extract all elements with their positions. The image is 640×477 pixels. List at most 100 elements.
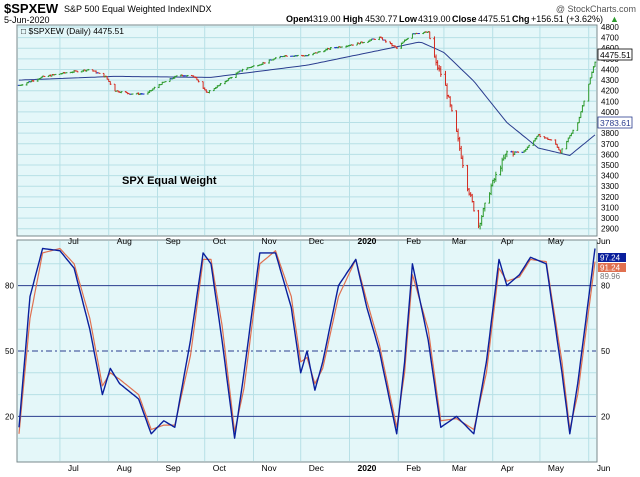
ohlc-bar: [527, 144, 531, 148]
ohlc-bar: [538, 133, 542, 138]
ohlc-bar: [373, 38, 376, 40]
ma-price-tag-text: 3783.61: [600, 118, 631, 128]
price-panel: 2900300031003200330034003500360037003800…: [16, 23, 633, 237]
x-tick-label: Sep: [165, 236, 180, 246]
x-tick-label: Dec: [309, 463, 325, 473]
ohlc-bar: [142, 93, 145, 95]
x-tick-label: Jul: [68, 236, 79, 246]
ohlc-bar: [329, 47, 332, 50]
x-tick-label: May: [548, 236, 565, 246]
x-tick-label: Oct: [213, 463, 227, 473]
ohlc-bar: [252, 65, 255, 67]
ohlc-bar: [516, 151, 520, 153]
ohlc-bar: [351, 44, 354, 46]
x-tick-label: Aug: [117, 463, 132, 473]
ohlc-bar: [186, 74, 189, 77]
price-y-tick: 3000: [601, 214, 619, 223]
x-tick-label: Feb: [406, 463, 421, 473]
price-y-tick: 3700: [601, 140, 619, 149]
x-tick-label: Apr: [501, 463, 514, 473]
ohlc-bar: [76, 70, 79, 73]
price-y-tick: 4800: [601, 23, 619, 32]
ohlc-bar: [560, 148, 564, 154]
osc-y-tick-right: 80: [601, 282, 610, 291]
chg-value: +156.51 (+3.62%): [531, 14, 603, 24]
ohlc-bar: [53, 73, 57, 76]
low-value: 4319.00: [418, 14, 451, 24]
ohlc-bar: [87, 68, 90, 71]
price-y-tick: 3300: [601, 182, 619, 191]
ohlc-bar: [549, 139, 553, 141]
ohlc-bar: [31, 79, 35, 82]
close-value: 4475.51: [478, 14, 511, 24]
x-tick-label: Jun: [597, 236, 611, 246]
price-y-tick: 3200: [601, 193, 619, 202]
x-tick-label: Jul: [68, 463, 79, 473]
ohlc-bar: [219, 83, 222, 86]
ohlc-bar: [461, 155, 465, 168]
osc-tag-third: 89.96: [600, 272, 621, 281]
x-tick-label: Dec: [309, 236, 325, 246]
ma-line: [18, 41, 596, 156]
symbol-title: $SPXEW: [4, 1, 59, 16]
osc-y-tick-left: 20: [5, 412, 14, 421]
close-label: Close: [452, 14, 477, 24]
price-gridlines: [18, 26, 596, 235]
osc-y-tick-right: 50: [601, 347, 610, 356]
low-label: Low: [399, 14, 418, 24]
price-y-tick: 3500: [601, 161, 619, 170]
price-panel-bg: [16, 24, 598, 237]
osc-tags: 97.24 91.24 89.96: [598, 253, 626, 281]
price-y-tick: 4200: [601, 87, 619, 96]
price-y-tick: 3800: [601, 129, 619, 138]
ohlc-bar: [153, 86, 156, 90]
watermark: @ StockCharts.com: [556, 4, 636, 14]
price-y-tick: 3400: [601, 172, 619, 181]
chart-date: 5-Jun-2020: [4, 15, 50, 25]
ohlc-bar: [65, 72, 68, 74]
x-tick-label: Mar: [452, 236, 467, 246]
ohlc-bar: [439, 65, 442, 77]
ohlc-bar: [450, 104, 453, 112]
price-y-tick: 4400: [601, 65, 619, 74]
ohlc-bar: [230, 76, 233, 79]
ma-price-tag: 3783.61: [597, 116, 633, 129]
ohlc-bar: [571, 129, 575, 134]
osc-y-tick-right: 20: [601, 412, 610, 421]
chg-up-arrow-icon: ▲: [610, 14, 619, 24]
ohlc-bar: [296, 54, 299, 57]
ohlc-bar: [384, 39, 387, 43]
ohlc-bar: [483, 202, 487, 212]
osc-tag-fast: 97.24: [600, 254, 621, 263]
last-price-tag: 4475.51: [597, 48, 633, 61]
x-axis-labels: JulJulAugAugSepSepOctOctNovNovDecDec2020…: [68, 236, 611, 473]
x-tick-label: Feb: [406, 236, 421, 246]
ohlc-bar: [428, 31, 431, 40]
ohlc-bar: [307, 54, 310, 57]
ohlc-bar: [593, 61, 597, 68]
x-tick-label: Nov: [261, 463, 277, 473]
ohlc-bar: [42, 75, 46, 78]
ohlc-bar: [472, 201, 476, 212]
x-tick-label: Nov: [261, 236, 277, 246]
ohlc-bar: [197, 79, 200, 83]
ohlc-bar: [417, 33, 420, 35]
price-bars: [17, 31, 597, 230]
price-y-tick: 4000: [601, 108, 619, 117]
index-name: S&P 500 Equal Weighted Index: [64, 4, 190, 14]
x-tick-label: Aug: [117, 236, 132, 246]
ohlc-bar: [285, 55, 288, 57]
open-label: Open: [286, 14, 309, 24]
price-y-tick: 4100: [601, 97, 619, 106]
price-y-tick: 3600: [601, 150, 619, 159]
exchange-label: INDX: [190, 4, 212, 14]
x-tick-label: Oct: [213, 236, 227, 246]
x-tick-label: 2020: [357, 463, 376, 473]
x-tick-label: Mar: [452, 463, 467, 473]
x-tick-label: May: [548, 463, 565, 473]
price-y-tick: 4300: [601, 76, 619, 85]
chg-label: Chg: [512, 14, 530, 24]
x-tick-label: Jun: [597, 463, 611, 473]
